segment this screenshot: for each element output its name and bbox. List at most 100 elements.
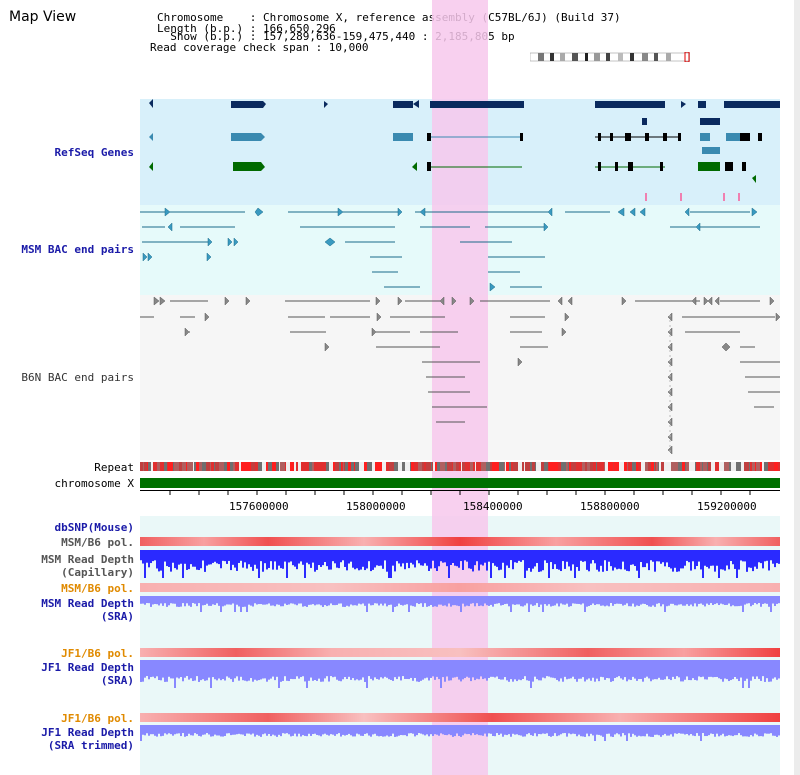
depth-bar [474, 725, 476, 735]
repeat-segment [411, 462, 414, 471]
depth-bar [766, 596, 768, 604]
track-label-msm-b6-pol-sra[interactable]: MSM/B6 pol. [61, 582, 134, 595]
repeat-segment [585, 462, 587, 471]
depth-bar [156, 596, 158, 605]
b6n-bac-end-pairs-glyphs[interactable] [140, 295, 780, 460]
depth-bar [160, 725, 162, 737]
depth-bar [190, 660, 192, 679]
depth-bar [596, 596, 598, 605]
depth-bar [270, 660, 272, 679]
repeat-track-bar[interactable] [140, 462, 780, 471]
depth-bar [562, 725, 564, 734]
track-label-jf1-trim-sub: (SRA trimmed) [47, 739, 134, 752]
repeat-segment [490, 462, 492, 471]
depth-bar [264, 596, 266, 605]
depth-bar [452, 725, 454, 737]
depth-bar [288, 660, 290, 682]
repeat-segment [724, 462, 729, 471]
depth-bar [302, 725, 304, 736]
track-label-msm-depth-sra[interactable]: MSM Read Depth [41, 597, 134, 610]
track-label-jf1-depth[interactable]: JF1 Read Depth [41, 661, 134, 674]
track-label-dbsnp[interactable]: dbSNP(Mouse) [54, 521, 134, 534]
track-label-jf1-trim[interactable]: JF1 Read Depth [41, 726, 134, 739]
depth-bar [428, 596, 430, 607]
depth-bar [304, 725, 306, 736]
msm-read-depth-sra-plot[interactable] [140, 596, 780, 612]
repeat-segment [513, 462, 518, 471]
depth-bar [602, 550, 604, 572]
repeat-segment [143, 462, 144, 471]
depth-bar [396, 550, 398, 562]
depth-bar [170, 660, 172, 679]
repeat-segment [752, 462, 755, 471]
depth-bar [654, 596, 656, 607]
repeat-segment [749, 462, 750, 471]
jf1-b6-pol-trimmed-bar[interactable] [140, 713, 780, 722]
depth-bar [708, 660, 710, 677]
repeat-segment [148, 462, 151, 471]
msm-bac-end-pairs-glyphs[interactable] [140, 205, 780, 295]
depth-bar [718, 596, 720, 606]
depth-bar [320, 550, 322, 567]
repeat-segment [190, 462, 193, 471]
depth-bar [690, 660, 692, 681]
depth-bar [686, 550, 688, 561]
track-label-repeat[interactable]: Repeat [94, 461, 134, 474]
depth-bar [438, 660, 440, 680]
depth-bar [662, 550, 664, 563]
track-label-msm-depth-cap[interactable]: MSM Read Depth [41, 553, 134, 566]
jf1-b6-pol-bar[interactable] [140, 648, 780, 657]
depth-bar [174, 550, 176, 569]
depth-bar [436, 725, 438, 735]
track-label-b6n-bac[interactable]: B6N BAC end pairs [21, 371, 134, 384]
depth-bar [182, 660, 184, 682]
depth-bar [462, 550, 464, 570]
repeat-segment [160, 462, 164, 471]
depth-bar [528, 725, 530, 734]
depth-bar [302, 660, 304, 677]
repeat-segment [351, 462, 354, 471]
depth-bar [160, 660, 162, 681]
selected-region-highlight[interactable] [432, 0, 488, 775]
depth-bar [490, 660, 492, 677]
depth-bar [144, 596, 146, 605]
repeat-segment [658, 462, 659, 471]
scrollbar-edge[interactable] [794, 0, 800, 775]
depth-bar [538, 596, 540, 607]
track-label-msm-bac[interactable]: MSM BAC end pairs [21, 243, 134, 256]
depth-bar [210, 596, 212, 606]
depth-bar [710, 660, 712, 677]
jf1-read-depth-sra-plot[interactable] [140, 660, 780, 688]
repeat-segment [499, 462, 504, 471]
msm-b6-pol-sra-bar[interactable] [140, 583, 780, 592]
chromosome-ideogram[interactable] [530, 52, 690, 62]
depth-bar [202, 660, 204, 680]
track-label-chromosome[interactable]: chromosome X [54, 477, 134, 490]
track-label-jf1-b6-pol[interactable]: JF1/B6 pol. [61, 647, 134, 660]
jf1-read-depth-trimmed-plot[interactable] [140, 725, 780, 741]
refseq-genes-glyphs[interactable] [140, 99, 780, 205]
msm-b6-pol-capillary-bar[interactable] [140, 537, 780, 546]
depth-bar [576, 725, 578, 737]
depth-bar [454, 550, 456, 566]
msm-read-depth-capillary-plot[interactable] [140, 550, 780, 578]
depth-bar [170, 596, 172, 604]
repeat-segment [202, 462, 206, 471]
depth-bar [760, 660, 762, 681]
repeat-segment [147, 462, 148, 471]
depth-bar [598, 660, 600, 682]
track-label-msm-b6-pol-cap[interactable]: MSM/B6 pol. [61, 536, 134, 549]
depth-bar [646, 725, 648, 734]
depth-bar [716, 596, 718, 604]
track-label-refseq[interactable]: RefSeq Genes [54, 146, 134, 159]
depth-bar [474, 660, 476, 681]
depth-bar [702, 725, 704, 734]
depth-bar [292, 660, 294, 680]
depth-bar [406, 596, 408, 605]
depth-bar [574, 550, 576, 578]
depth-bar [220, 550, 222, 569]
depth-bar [550, 550, 552, 563]
chromosome-x-bar[interactable] [140, 478, 780, 488]
repeat-segment [711, 462, 712, 471]
track-label-jf1-b6-pol-trim[interactable]: JF1/B6 pol. [61, 712, 134, 725]
